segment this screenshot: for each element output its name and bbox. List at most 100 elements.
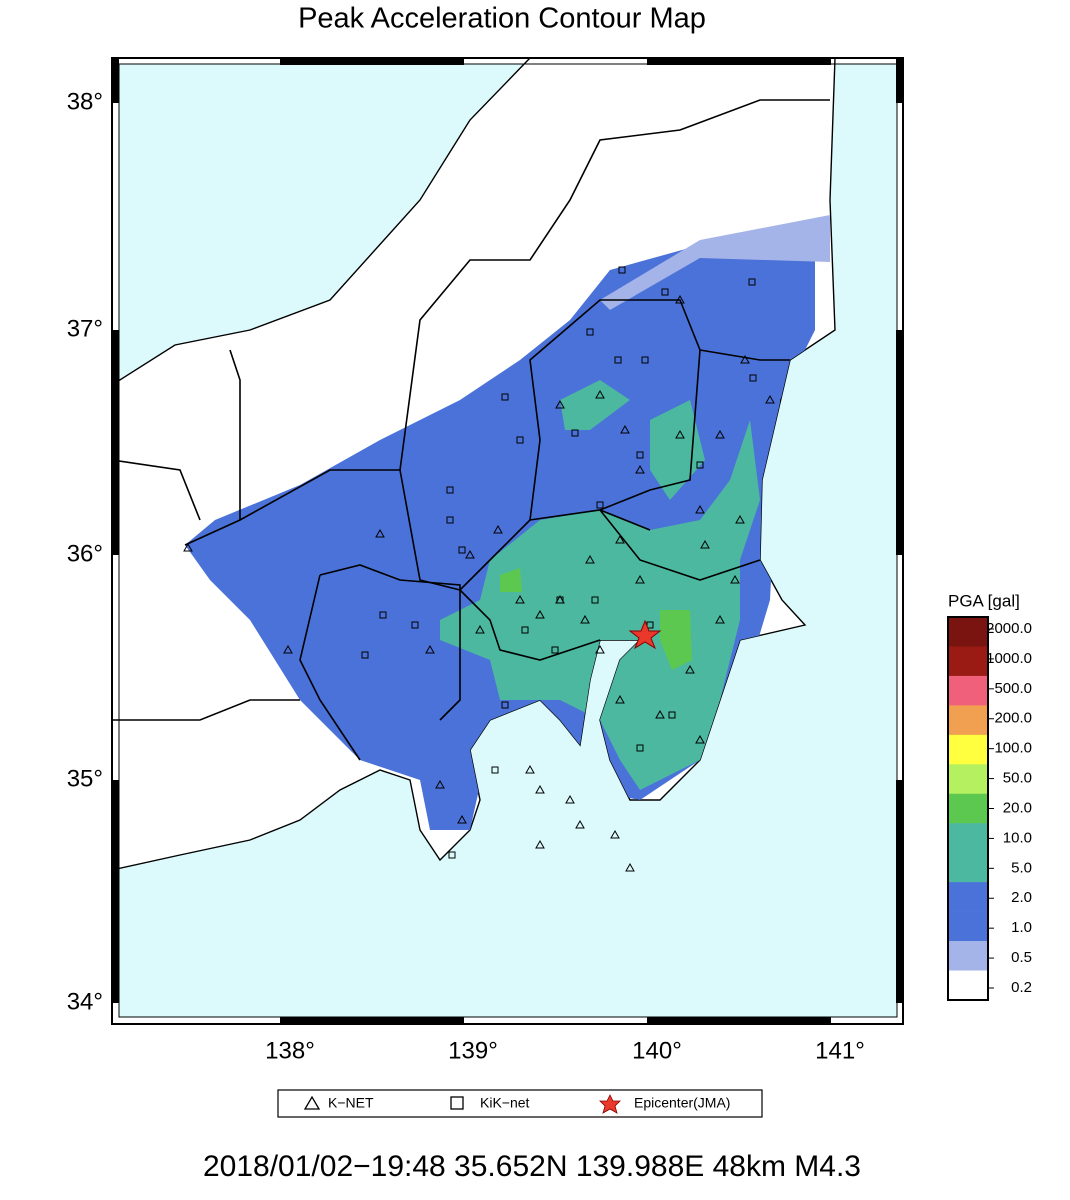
station-knet <box>715 614 725 624</box>
colorbar-band <box>948 970 988 1001</box>
prefecture-borders <box>111 99 830 761</box>
map-title: Peak Acceleration Contour Map <box>298 3 706 35</box>
station-knet <box>580 614 590 624</box>
station-kiknet <box>748 278 756 286</box>
station-knet <box>555 399 565 409</box>
station-kiknet <box>696 461 704 469</box>
station-knet <box>655 709 665 719</box>
station-knet <box>585 554 595 564</box>
station-kiknet <box>501 393 509 401</box>
station-knet <box>475 624 485 634</box>
lon-label: 140° <box>632 1037 682 1064</box>
colorbar-band <box>948 823 988 853</box>
colorbar-band <box>948 852 988 883</box>
station-knet <box>635 464 645 474</box>
contour-lavender <box>600 215 830 310</box>
station-knet <box>425 644 435 654</box>
station-knet <box>525 764 535 774</box>
colorbar-label: 5.0 <box>1011 859 1032 876</box>
colorbar-label: 1000.0 <box>986 650 1032 667</box>
station-kiknet <box>446 516 454 524</box>
station-kiknet <box>668 711 676 719</box>
colorbar-label: 2.0 <box>1011 889 1032 906</box>
lon-label: 141° <box>815 1037 865 1064</box>
station-kiknet <box>661 288 669 296</box>
station-kiknet <box>636 451 644 459</box>
station-knet <box>535 839 545 849</box>
station-knet <box>695 504 705 514</box>
station-kiknet <box>749 374 757 382</box>
station-knet <box>575 819 585 829</box>
station-knet <box>615 694 625 704</box>
colorbar-label: 0.2 <box>1011 979 1032 996</box>
lat-label: 36° <box>67 540 103 567</box>
station-kiknet <box>636 744 644 752</box>
station-kiknet <box>591 596 599 604</box>
legend-square <box>450 1096 464 1110</box>
station-knet <box>635 574 645 584</box>
station-knet <box>695 734 705 744</box>
station-kiknet <box>571 429 579 437</box>
colorbar-band <box>948 941 988 971</box>
station-knet <box>685 664 695 674</box>
station-kiknet <box>458 546 466 554</box>
station-kiknet <box>596 501 604 509</box>
contour-teal <box>440 420 760 790</box>
legend-box <box>277 1089 763 1118</box>
colorbar-label: 0.5 <box>1011 949 1032 966</box>
colorbar: 2000.0 1000.0 500.0 200.0 100.0 50.0 20.0 10.0 5… <box>947 616 1032 1001</box>
colorbar-band <box>948 675 988 706</box>
station-knet <box>730 574 740 584</box>
stations <box>183 266 775 872</box>
station-knet <box>765 394 775 404</box>
lat-label: 35° <box>67 765 103 792</box>
station-knet <box>595 389 605 399</box>
station-knet <box>715 429 725 439</box>
legend-star <box>599 1094 621 1114</box>
station-knet <box>610 829 620 839</box>
colorbar-band <box>948 734 988 765</box>
station-knet <box>735 514 745 524</box>
lon-label: 139° <box>448 1037 498 1064</box>
station-knet <box>465 549 475 559</box>
station-knet <box>535 784 545 794</box>
colorbar-title: PGA [gal] <box>948 591 1020 610</box>
lat-label: 34° <box>67 988 103 1015</box>
station-knet <box>625 862 635 872</box>
legend-label: Epicenter(JMA) <box>634 1095 730 1111</box>
colorbar-label: 100.0 <box>994 740 1032 757</box>
epicenter-star <box>628 619 662 650</box>
colorbar-label: 10.0 <box>1003 829 1032 846</box>
station-knet <box>700 539 710 549</box>
colorbar-band <box>948 764 988 795</box>
colorbar-label: 20.0 <box>1003 799 1032 816</box>
colorbar-label: 1.0 <box>1011 919 1032 936</box>
station-kiknet <box>361 651 369 659</box>
lon-label: 138° <box>265 1037 315 1064</box>
colorbar-band <box>948 911 988 942</box>
station-kiknet <box>448 851 456 859</box>
station-kiknet <box>516 436 524 444</box>
colorbar-label: 200.0 <box>994 710 1032 727</box>
station-knet <box>515 594 525 604</box>
station-knet <box>595 644 605 654</box>
colorbar-label: 2000.0 <box>986 620 1032 637</box>
station-kiknet <box>501 701 509 709</box>
station-kiknet <box>411 621 419 629</box>
station-kiknet <box>446 486 454 494</box>
station-knet <box>493 524 503 534</box>
station-kiknet <box>551 646 559 654</box>
colorbar-band <box>948 882 988 912</box>
colorbar-band <box>948 705 988 736</box>
station-kiknet <box>641 356 649 364</box>
station-knet <box>565 794 575 804</box>
station-knet <box>535 609 545 619</box>
station-knet <box>457 814 467 824</box>
station-knet <box>740 354 750 364</box>
colorbar-band <box>948 793 988 824</box>
station-knet <box>283 644 293 654</box>
contour-green <box>660 610 692 670</box>
colorbar-band <box>948 617 988 647</box>
